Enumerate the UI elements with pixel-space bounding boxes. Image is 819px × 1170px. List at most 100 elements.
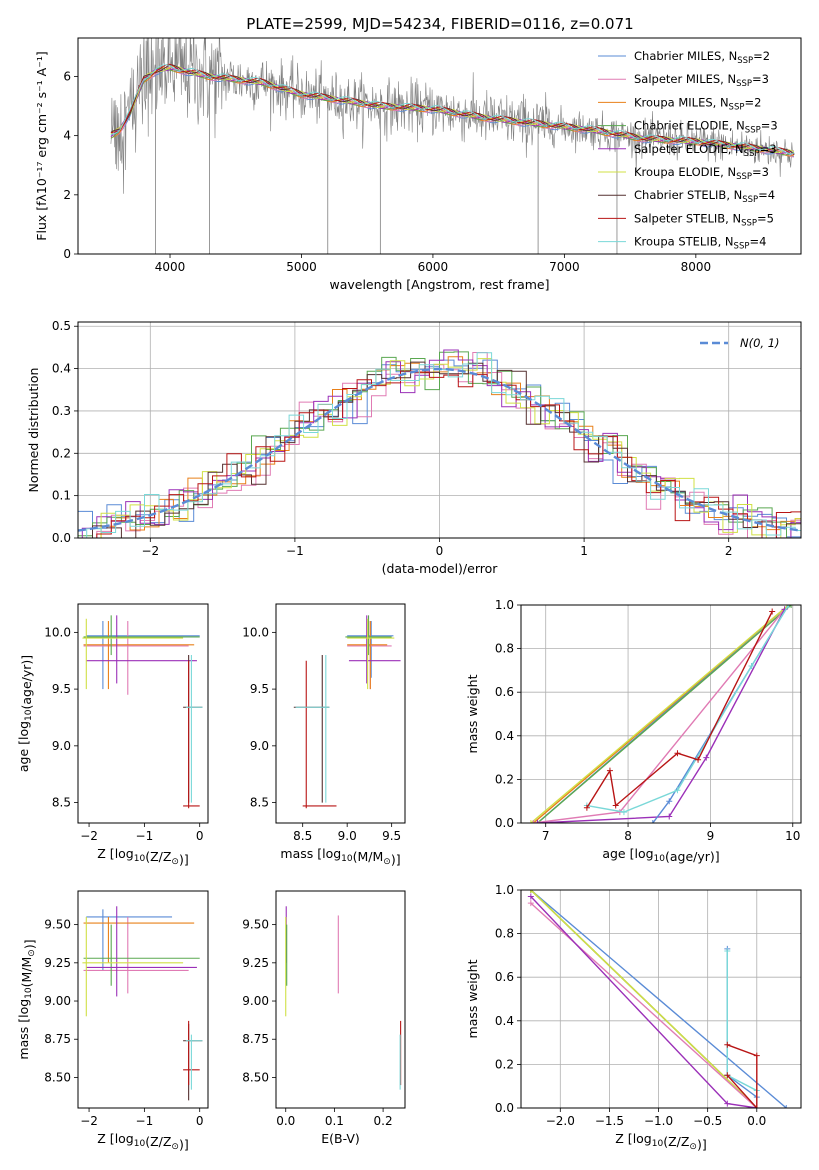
spectrum-xtick-label: 6000 <box>418 260 449 274</box>
massweight-vs-age-ytick-label: 0.8 <box>495 642 514 656</box>
plus-marker <box>785 605 792 608</box>
plus-marker <box>649 820 656 823</box>
legend-entry: N(0, 1) <box>740 336 780 350</box>
residuals-plot-area <box>78 349 801 538</box>
legend-entry: Kroupa MILES, NSSP=2 <box>634 95 761 112</box>
legend-entry: Chabrier MILES, NSSP=2 <box>634 49 770 66</box>
spectrum-panel: 4000 5000 6000 7000 8000 0 2 4 6 wavelength [Angs… <box>34 37 802 292</box>
model-spectrum-line <box>110 63 795 155</box>
legend-entry: Kroupa ELODIE, NSSP=3 <box>634 165 769 182</box>
mass-vs-Z-xtick-label: −1 <box>136 1114 154 1128</box>
mass-vs-Z-panel: −2 −1 0 8.50 8.75 9.00 9.25 9.50 Z [log10(Z/Z⊙)]… <box>16 890 209 1152</box>
legend-entry: Kroupa STELIB, NSSP=4 <box>634 235 766 252</box>
plus-marker <box>724 1041 731 1048</box>
age-vs-mass-frame <box>275 603 406 824</box>
figure-title: PLATE=2599, MJD=54234, FIBERID=0116, z=0… <box>246 15 633 33</box>
plus-marker <box>753 1052 760 1059</box>
age-vs-Z-frame <box>77 603 209 824</box>
age-vs-mass-xtick-label: 9.0 <box>338 829 357 843</box>
mass-vs-EBV-plot-area <box>285 906 402 1090</box>
legend-entry: Salpeter ELODIE, NSSP=3 <box>634 142 777 159</box>
mass-weight-line <box>530 890 758 1108</box>
plus-marker <box>788 605 795 608</box>
histogram-step-line <box>86 356 801 538</box>
massweight-vs-Z-xtick-label: −1.5 <box>595 1114 624 1128</box>
plus-marker <box>527 900 534 907</box>
age-vs-Z-panel: −2 −1 0 8.5 9.0 9.5 10.0 Z [log10(Z/Z⊙)] age [lo… <box>16 603 209 867</box>
age-vs-Z-xtick-label: 0 <box>196 829 204 843</box>
massweight-vs-Z-panel: −2.0 −1.5 −1.0 −0.5 0.0 0.0 0.2 0.4 0.6 0.8 1.0 Z [… <box>465 883 802 1152</box>
spectrum-xlabel: wavelength [Angstrom, rest frame] <box>329 277 549 292</box>
residuals-ytick-label: 0.1 <box>52 489 71 503</box>
model-spectrum-line <box>110 64 794 154</box>
massweight-vs-Z-ytick-label: 1.0 <box>495 883 514 897</box>
histogram-step-line <box>78 361 801 538</box>
age-vs-mass-panel: 8.5 9.0 9.5 8.5 9.0 9.5 10.0 mass [log10(M/M⊙)] <box>242 603 406 867</box>
spectrum-xtick-label: 4000 <box>155 260 186 274</box>
plus-marker <box>724 1072 731 1079</box>
spectrum-xtick-label: 5000 <box>286 260 317 274</box>
mass-weight-line <box>530 902 758 1108</box>
mass-vs-EBV-xtick-label: 0.1 <box>325 1114 344 1128</box>
plus-marker <box>583 804 590 811</box>
plus-marker <box>753 1105 760 1108</box>
age-vs-Z-ytick-label: 8.5 <box>52 796 71 810</box>
histogram-step-line <box>86 352 801 538</box>
residuals-xtick-label: −1 <box>286 544 304 558</box>
mass-vs-Z-ytick-label: 9.50 <box>44 918 71 932</box>
massweight-vs-age-frame <box>520 604 802 824</box>
massweight-vs-age-ytick-label: 0.2 <box>495 772 514 786</box>
plus-marker <box>534 820 541 823</box>
age-vs-Z-ytick-label: 10.0 <box>44 625 71 639</box>
massweight-vs-Z-ytick-label: 0.2 <box>495 1057 514 1071</box>
residuals-xtick-label: −2 <box>141 544 159 558</box>
plus-marker <box>606 767 613 774</box>
histogram-step-line <box>86 358 801 538</box>
age-vs-mass-xlabel: mass [log10(M/M⊙)] <box>280 846 400 867</box>
massweight-vs-Z-ytick-label: 0.6 <box>495 970 514 984</box>
massweight-vs-age-panel: 7 8 9 10 0.0 0.2 0.4 0.6 0.8 1.0 age [log10(age/yr… <box>465 598 802 864</box>
spectrum-xtick-label: 7000 <box>549 260 580 274</box>
legend-entry: Chabrier STELIB, NSSP=4 <box>634 188 775 205</box>
age-vs-Z-ytick-label: 9.5 <box>52 682 71 696</box>
age-vs-mass-ytick-label: 9.0 <box>250 739 269 753</box>
massweight-vs-Z-xtick-label: −0.5 <box>693 1114 722 1128</box>
massweight-vs-Z-ytick-label: 0.8 <box>495 927 514 941</box>
mass-vs-EBV-frame <box>275 890 406 1109</box>
age-vs-Z-xtick-label: −2 <box>80 829 98 843</box>
mass-vs-EBV-ytick-label: 8.50 <box>242 1070 269 1084</box>
residuals-xtick-label: 1 <box>580 544 588 558</box>
massweight-vs-Z-xtick-label: −2.0 <box>546 1114 575 1128</box>
spectrum-frame <box>77 37 802 255</box>
massweight-vs-age-xlabel: age [log10(age/yr)] <box>602 846 719 864</box>
age-vs-Z-xtick-label: −1 <box>136 829 154 843</box>
massweight-vs-Z-xtick-label: −1.0 <box>644 1114 673 1128</box>
histogram-step-line <box>81 349 801 538</box>
age-vs-Z-xlabel: Z [log10(Z/Z⊙)] <box>97 846 188 867</box>
normal-curve <box>78 367 801 532</box>
massweight-vs-age-xtick-label: 7 <box>542 829 550 843</box>
massweight-vs-age-ytick-label: 1.0 <box>495 598 514 612</box>
spectrum-xtick-label: 8000 <box>681 260 712 274</box>
massweight-vs-age-ytick-label: 0.0 <box>495 816 514 830</box>
mass-vs-Z-ytick-label: 8.75 <box>44 1032 71 1046</box>
mass-weight-line <box>537 605 792 823</box>
mass-vs-EBV-xlabel: E(B-V) <box>321 1131 360 1146</box>
residuals-ylabel: Normed distribution <box>26 368 41 493</box>
mass-vs-EBV-ytick-label: 9.25 <box>242 956 269 970</box>
plus-marker <box>527 893 534 900</box>
residuals-ytick-label: 0.0 <box>52 531 71 545</box>
plus-marker <box>674 750 681 757</box>
legend-entry: Salpeter MILES, NSSP=3 <box>634 72 769 89</box>
plus-marker <box>674 787 681 794</box>
mass-weight-line <box>586 605 790 813</box>
mass-vs-EBV-ytick-label: 8.75 <box>242 1032 269 1046</box>
spectrum-ylabel: Flux [fλ10⁻¹⁷ erg cm⁻² s⁻¹ A⁻¹] <box>34 51 49 240</box>
mass-vs-Z-xlabel: Z [log10(Z/Z⊙)] <box>97 1131 188 1152</box>
residuals-ytick-label: 0.3 <box>52 404 71 418</box>
age-vs-mass-ytick-label: 9.5 <box>250 682 269 696</box>
spectrum-ytick-label: 4 <box>63 129 71 143</box>
mass-weight-line <box>530 896 757 1108</box>
plus-marker <box>783 1105 790 1108</box>
